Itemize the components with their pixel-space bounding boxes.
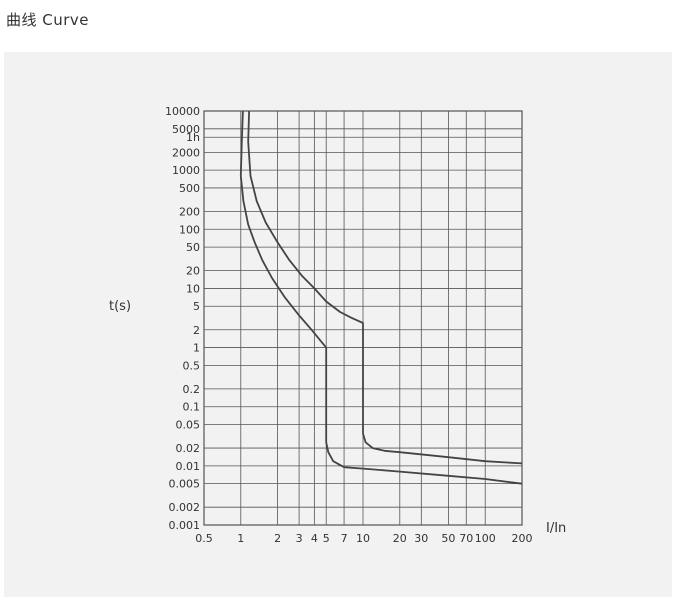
y-tick-label: 0.002 <box>169 501 201 514</box>
y-tick-label: 50 <box>186 241 200 254</box>
y-tick-label: 0.01 <box>176 460 201 473</box>
y-tick-label: 0.5 <box>183 359 201 372</box>
y-tick-label: 1 <box>193 342 200 355</box>
y-tick-label: 0.05 <box>176 419 201 432</box>
x-tick-label: 4 <box>311 532 318 545</box>
y-tick-label: 0.02 <box>176 442 201 455</box>
series-layer <box>239 110 523 485</box>
y-tick-label: 10000 <box>165 105 200 118</box>
y-tick-label: 100 <box>179 223 200 236</box>
page-title: 曲线 Curve <box>6 11 90 29</box>
x-tick-label: 50 <box>441 532 455 545</box>
y-tick-label: 200 <box>179 205 200 218</box>
trip-curve-1 <box>239 110 523 485</box>
y-tick-label: 10 <box>186 282 200 295</box>
y-axis-label: t(s) <box>109 299 131 314</box>
trip-curve-2 <box>247 110 523 465</box>
y-tick-label: 0.001 <box>169 519 201 532</box>
x-tick-label: 5 <box>323 532 330 545</box>
x-tick-label: 3 <box>296 532 303 545</box>
x-axis-label: I/In <box>546 521 566 536</box>
y-tick-label: 2 <box>193 324 200 337</box>
y-tick-label: 0.1 <box>183 401 201 414</box>
x-tick-label: 200 <box>512 532 533 545</box>
y-tick-label: 2000 <box>172 146 200 159</box>
x-tick-label: 7 <box>341 532 348 545</box>
y-tick-label: 5000 <box>172 123 200 136</box>
y-tick-label: 1000 <box>172 164 200 177</box>
x-tick-label: 70 <box>459 532 473 545</box>
y-tick-label: 0.2 <box>183 383 201 396</box>
tick-labels: 0.5 1 2 3 4 5 7 10 20 30 50 70 100 2001000050001h2000… <box>165 105 533 545</box>
x-tick-label: 1 <box>237 532 244 545</box>
x-tick-label: 100 <box>475 532 496 545</box>
y-tick-label: 20 <box>186 265 200 278</box>
y-tick-label: 5 <box>193 300 200 313</box>
x-tick-label: 30 <box>414 532 428 545</box>
chart-panel <box>4 52 672 597</box>
x-tick-label: 2 <box>274 532 281 545</box>
grid <box>203 110 523 526</box>
y-tick-label: 500 <box>179 182 200 195</box>
x-tick-label: 10 <box>356 532 370 545</box>
y-tick-label: 1h <box>186 131 200 144</box>
y-tick-label: 0.005 <box>169 478 201 491</box>
x-tick-label: 0.5 <box>195 532 213 545</box>
x-tick-label: 20 <box>393 532 407 545</box>
